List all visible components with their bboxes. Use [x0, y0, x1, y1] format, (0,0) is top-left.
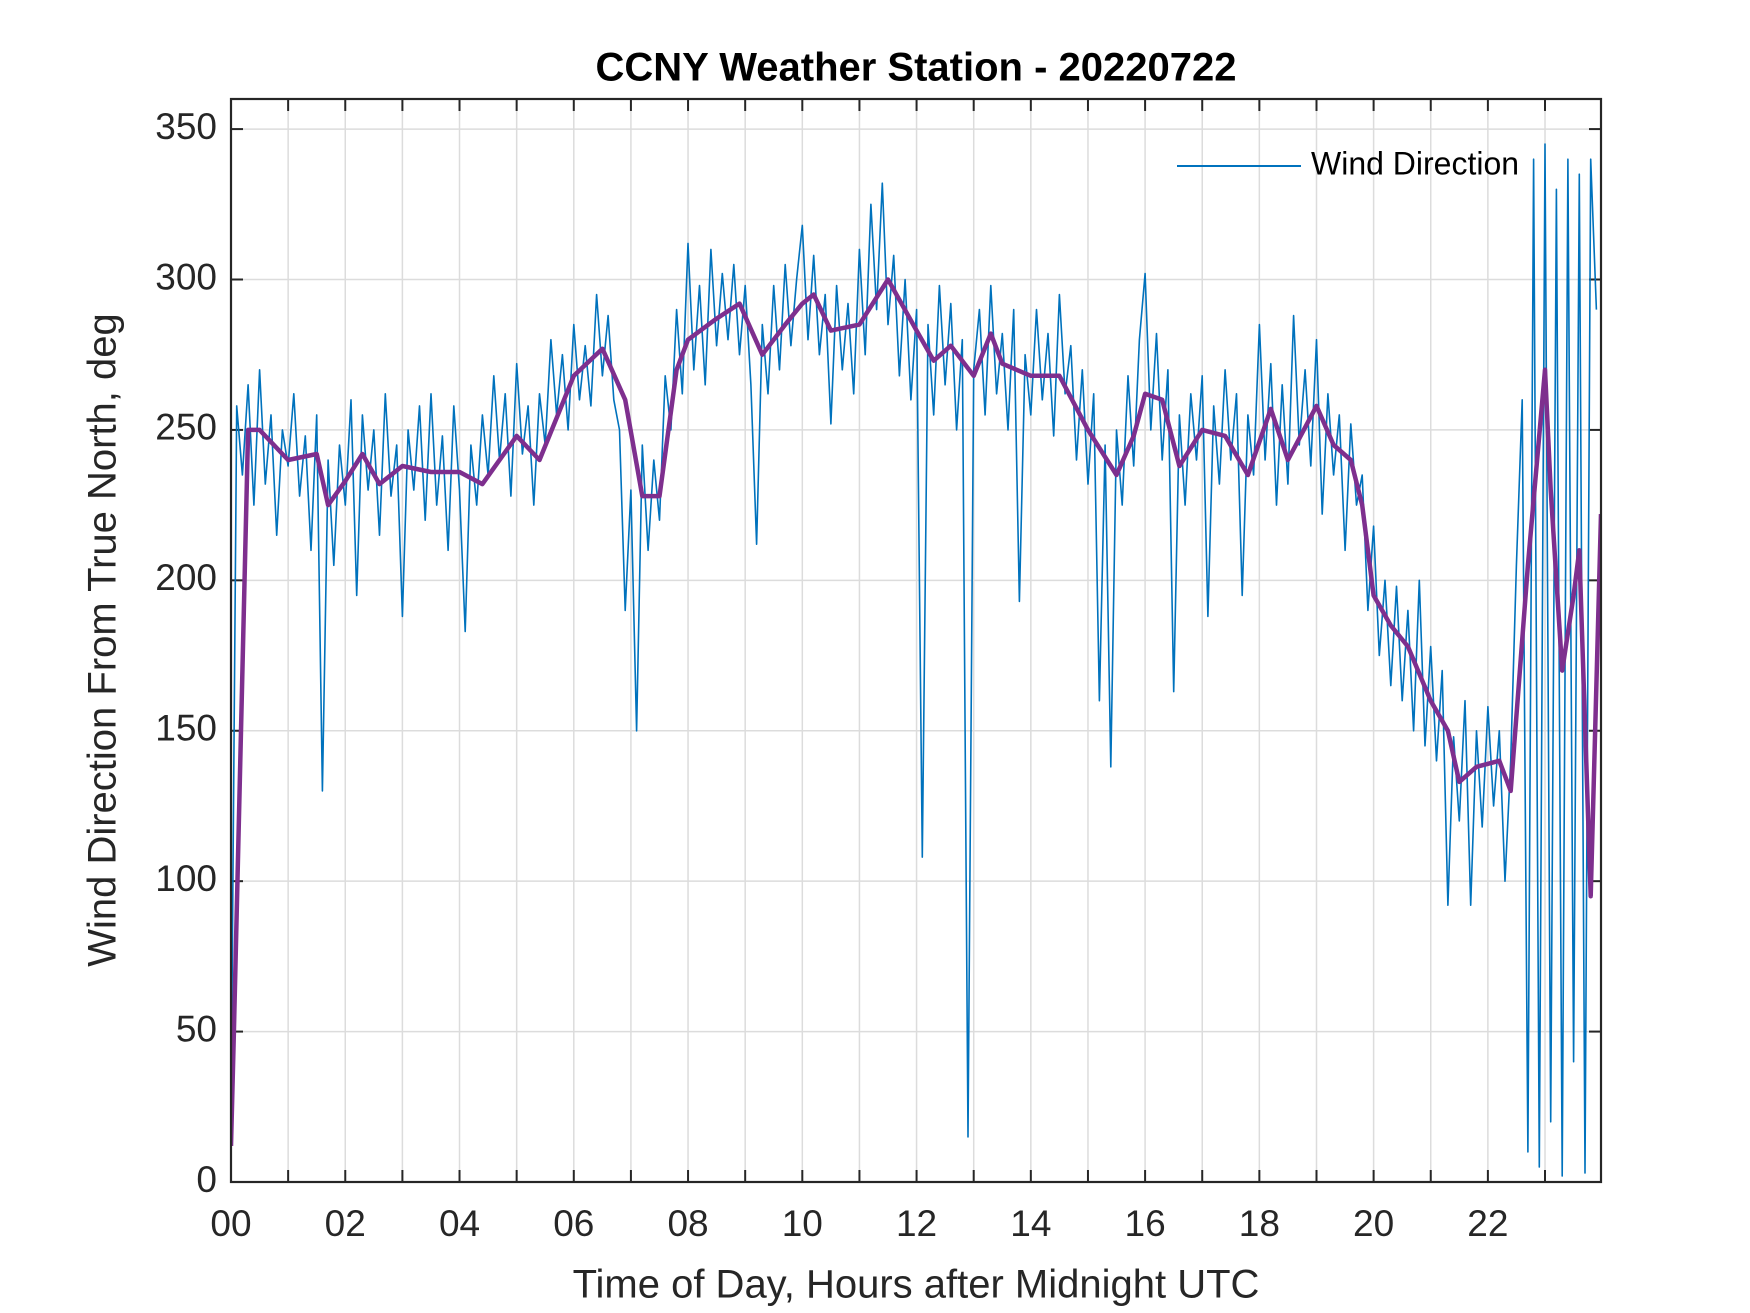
x-tick-label: 14 [1010, 1203, 1051, 1244]
y-tick-label: 100 [155, 858, 217, 899]
y-tick-label: 300 [155, 256, 217, 297]
x-tick-label: 08 [667, 1203, 708, 1244]
x-tick-label: 22 [1467, 1203, 1508, 1244]
x-tick-label: 02 [325, 1203, 366, 1244]
y-tick-label: 350 [155, 106, 217, 147]
x-tick-label: 10 [782, 1203, 823, 1244]
x-tick-label: 12 [896, 1203, 937, 1244]
x-tick-label: 18 [1239, 1203, 1280, 1244]
y-tick-label: 0 [196, 1159, 217, 1200]
y-tick-label: 200 [155, 557, 217, 598]
x-axis-label: Time of Day, Hours after Midnight UTC [573, 1263, 1260, 1307]
x-tick-label: 00 [210, 1203, 251, 1244]
chart-title: CCNY Weather Station - 20220722 [596, 46, 1237, 90]
plot-frame [229, 97, 1603, 1184]
y-axis-label: Wind Direction From True North, deg [81, 313, 125, 967]
series-line [231, 143, 1598, 1177]
y-tick-label: 150 [155, 708, 217, 749]
y-tick-label: 50 [176, 1008, 217, 1049]
y-tick-label: 250 [155, 407, 217, 448]
x-tick-label: 16 [1125, 1203, 1166, 1244]
legend-label: Wind Direction [1311, 145, 1519, 181]
x-tick-label: 04 [439, 1203, 480, 1244]
x-tick-label: 20 [1353, 1203, 1394, 1244]
series-line [231, 277, 1601, 1146]
x-tick-label: 06 [553, 1203, 594, 1244]
